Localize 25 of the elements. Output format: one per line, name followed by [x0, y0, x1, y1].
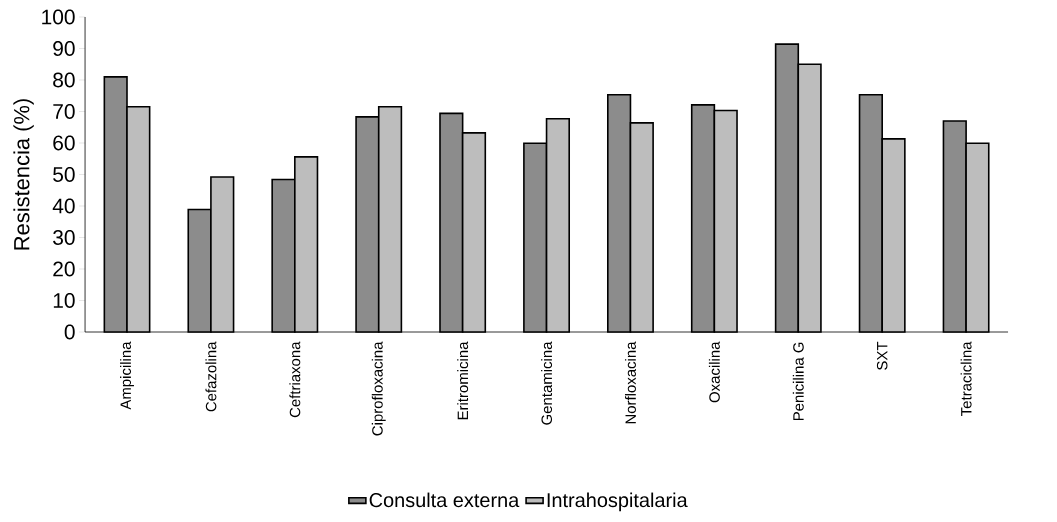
x-tick-label: Penicilina G — [792, 342, 804, 421]
x-tick-label: Ciprofloxacina — [371, 341, 386, 436]
x-tick-label: Ampicilina — [120, 341, 134, 410]
x-tick-label: Ceftriaxona — [289, 341, 301, 418]
y-tick-label: 80 — [53, 72, 75, 88]
y-tick-label: 10 — [53, 293, 75, 308]
x-tick-label: Norfloxacina — [624, 341, 636, 424]
legend-label: Intrahospitalaria — [547, 492, 688, 512]
y-tick-label: 0 — [64, 324, 75, 340]
y-tick-label: 70 — [53, 104, 75, 119]
x-tick-label: Cefazolina — [205, 341, 217, 412]
y-tick-label: 20 — [53, 261, 75, 277]
legend-label: Consulta externa — [369, 492, 520, 508]
x-tick-label: Eritromicina — [457, 341, 469, 420]
y-tick-label: 100 — [42, 9, 75, 25]
y-tick-label: 40 — [52, 198, 75, 214]
x-tick-label: SXT — [876, 341, 888, 370]
y-tick-label: 30 — [53, 230, 75, 245]
y-tick-label: 60 — [53, 135, 75, 151]
x-tick-label: Oxacilina — [708, 341, 720, 403]
x-tick-label: Tetraciclina — [960, 341, 972, 416]
y-axis-title: Resistencia (%) — [13, 99, 34, 250]
x-tick-label: Gentamicina — [541, 341, 553, 425]
y-tick-label: 50 — [53, 167, 75, 182]
y-tick-label: 90 — [53, 41, 75, 56]
